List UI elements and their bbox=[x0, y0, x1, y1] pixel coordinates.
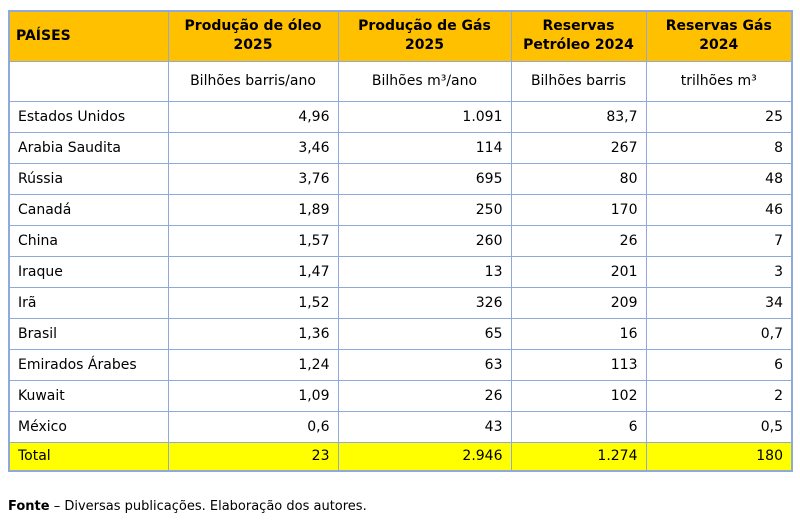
table-row: Rússia 3,76 695 80 48 bbox=[8, 162, 793, 195]
value-cell: 260 bbox=[337, 224, 512, 257]
table-row: Iraque 1,47 13 201 3 bbox=[8, 255, 793, 288]
value-cell: 102 bbox=[510, 379, 647, 412]
value-cell: 1,24 bbox=[167, 348, 339, 381]
value-cell: 250 bbox=[337, 193, 512, 226]
value-cell: 16 bbox=[510, 317, 647, 350]
value-cell: 65 bbox=[337, 317, 512, 350]
header-paises: PAÍSES bbox=[8, 10, 169, 62]
total-row: Total 23 2.946 1.274 180 bbox=[8, 441, 793, 472]
source-text: – Diversas publicações. Elaboração dos a… bbox=[53, 499, 367, 514]
total-label: Total bbox=[8, 441, 169, 472]
value-cell: 83,7 bbox=[510, 100, 647, 133]
total-gas-production: 2.946 bbox=[337, 441, 512, 472]
value-cell: 114 bbox=[337, 131, 512, 164]
table-row: Brasil 1,36 65 16 0,7 bbox=[8, 317, 793, 350]
total-gas-reserves: 180 bbox=[645, 441, 793, 472]
header-gas-production: Produção de Gás 2025 bbox=[337, 10, 512, 62]
oil-gas-table: PAÍSES Produção de óleo 2025 Produção de… bbox=[8, 10, 793, 472]
total-oil-production: 23 bbox=[167, 441, 339, 472]
country-cell: Rússia bbox=[8, 162, 169, 195]
value-cell: 0,7 bbox=[645, 317, 793, 350]
country-cell: Estados Unidos bbox=[8, 100, 169, 133]
country-cell: Emirados Árabes bbox=[8, 348, 169, 381]
country-cell: México bbox=[8, 410, 169, 443]
value-cell: 3,46 bbox=[167, 131, 339, 164]
total-oil-reserves: 1.274 bbox=[510, 441, 647, 472]
table-row: Irã 1,52 326 209 34 bbox=[8, 286, 793, 319]
value-cell: 113 bbox=[510, 348, 647, 381]
value-cell: 170 bbox=[510, 193, 647, 226]
value-cell: 46 bbox=[645, 193, 793, 226]
value-cell: 1,57 bbox=[167, 224, 339, 257]
value-cell: 3,76 bbox=[167, 162, 339, 195]
value-cell: 4,96 bbox=[167, 100, 339, 133]
country-cell: Irã bbox=[8, 286, 169, 319]
value-cell: 26 bbox=[337, 379, 512, 412]
header-gas-reserves: Reservas Gás 2024 bbox=[645, 10, 793, 62]
value-cell: 2 bbox=[645, 379, 793, 412]
value-cell: 6 bbox=[510, 410, 647, 443]
header-oil-production: Produção de óleo 2025 bbox=[167, 10, 339, 62]
value-cell: 25 bbox=[645, 100, 793, 133]
unit-empty bbox=[8, 60, 169, 102]
value-cell: 6 bbox=[645, 348, 793, 381]
value-cell: 1,47 bbox=[167, 255, 339, 288]
table-row: China 1,57 260 26 7 bbox=[8, 224, 793, 257]
table-row: México 0,6 43 6 0,5 bbox=[8, 410, 793, 443]
value-cell: 695 bbox=[337, 162, 512, 195]
country-cell: China bbox=[8, 224, 169, 257]
value-cell: 3 bbox=[645, 255, 793, 288]
value-cell: 13 bbox=[337, 255, 512, 288]
table-row: Canadá 1,89 250 170 46 bbox=[8, 193, 793, 226]
value-cell: 1,89 bbox=[167, 193, 339, 226]
table-row: Kuwait 1,09 26 102 2 bbox=[8, 379, 793, 412]
country-cell: Brasil bbox=[8, 317, 169, 350]
country-cell: Arabia Saudita bbox=[8, 131, 169, 164]
unit-gas-reserves: trilhões m³ bbox=[645, 60, 793, 102]
value-cell: 34 bbox=[645, 286, 793, 319]
unit-oil-reserves: Bilhões barris bbox=[510, 60, 647, 102]
value-cell: 201 bbox=[510, 255, 647, 288]
value-cell: 0,6 bbox=[167, 410, 339, 443]
value-cell: 1.091 bbox=[337, 100, 512, 133]
source-note: Fonte – Diversas publicações. Elaboração… bbox=[8, 499, 367, 514]
unit-gas-production: Bilhões m³/ano bbox=[337, 60, 512, 102]
value-cell: 267 bbox=[510, 131, 647, 164]
value-cell: 1,52 bbox=[167, 286, 339, 319]
country-cell: Iraque bbox=[8, 255, 169, 288]
value-cell: 8 bbox=[645, 131, 793, 164]
value-cell: 1,36 bbox=[167, 317, 339, 350]
source-label: Fonte bbox=[8, 499, 50, 514]
value-cell: 43 bbox=[337, 410, 512, 443]
table-units-row: Bilhões barris/ano Bilhões m³/ano Bilhõe… bbox=[8, 60, 793, 102]
value-cell: 26 bbox=[510, 224, 647, 257]
table-row: Emirados Árabes 1,24 63 113 6 bbox=[8, 348, 793, 381]
value-cell: 0,5 bbox=[645, 410, 793, 443]
value-cell: 1,09 bbox=[167, 379, 339, 412]
value-cell: 209 bbox=[510, 286, 647, 319]
country-cell: Kuwait bbox=[8, 379, 169, 412]
table-row: Estados Unidos 4,96 1.091 83,7 25 bbox=[8, 100, 793, 133]
value-cell: 7 bbox=[645, 224, 793, 257]
value-cell: 326 bbox=[337, 286, 512, 319]
unit-oil-production: Bilhões barris/ano bbox=[167, 60, 339, 102]
table-row: Arabia Saudita 3,46 114 267 8 bbox=[8, 131, 793, 164]
value-cell: 48 bbox=[645, 162, 793, 195]
table-header-row: PAÍSES Produção de óleo 2025 Produção de… bbox=[8, 10, 793, 62]
country-cell: Canadá bbox=[8, 193, 169, 226]
value-cell: 63 bbox=[337, 348, 512, 381]
value-cell: 80 bbox=[510, 162, 647, 195]
header-oil-reserves: Reservas Petróleo 2024 bbox=[510, 10, 647, 62]
